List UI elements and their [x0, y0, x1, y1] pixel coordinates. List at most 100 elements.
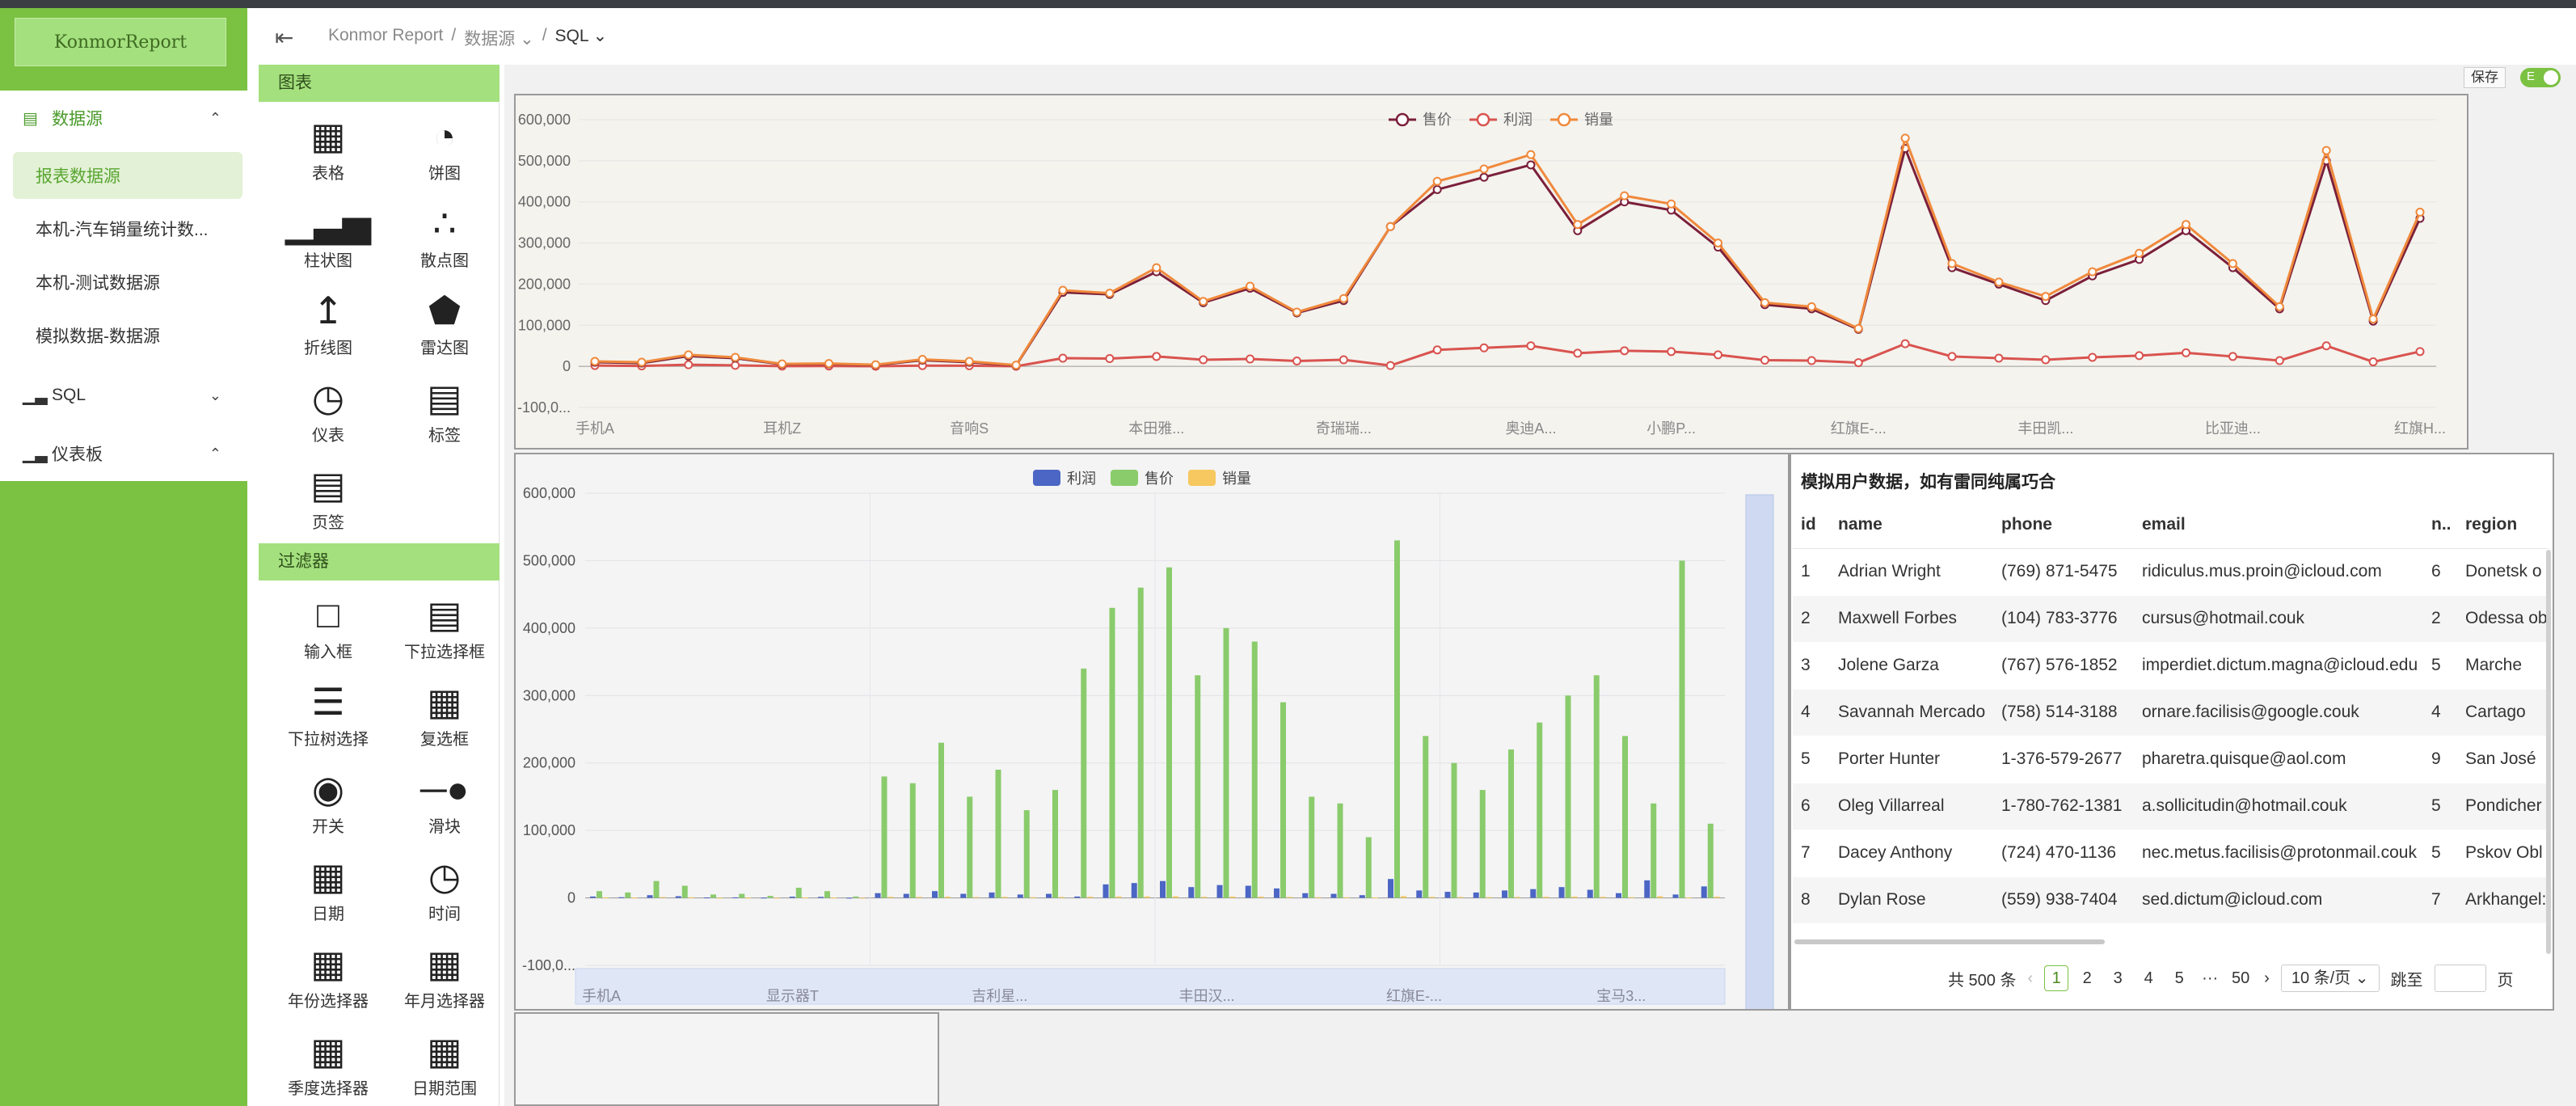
page-button[interactable]: 50: [2232, 969, 2250, 987]
data-point: [2368, 314, 2378, 324]
component-label[interactable]: ▤ 标签: [388, 374, 501, 454]
table-row[interactable]: 2 Maxwell Forbes (104) 783-3776 cursus@hotm…: [1793, 595, 2548, 643]
table-cell: 5: [1793, 736, 1830, 783]
component-table[interactable]: ▦ 表格: [272, 112, 385, 192]
bar: [1251, 641, 1258, 898]
bar-chart-widget[interactable]: 600,000 500,000 400,000 300,000 200,000 100,0…: [514, 453, 1790, 1016]
component-year-picker[interactable]: ▦ 年份选择器: [272, 939, 385, 1020]
bar: [618, 897, 625, 898]
component-time[interactable]: ◷ 时间: [388, 852, 501, 933]
bar: [710, 894, 716, 898]
component-date[interactable]: ▦ 日期: [272, 852, 385, 933]
sidebar-item-datasource[interactable]: ▤ 数据源 ⌃: [0, 94, 247, 142]
sidebar-subitem-test-datasource[interactable]: 本机-测试数据源: [0, 258, 247, 306]
component-input[interactable]: □ 输入框: [272, 590, 385, 671]
bar: [1629, 897, 1634, 898]
bar: [1679, 560, 1685, 898]
component-line[interactable]: ↥ 折线图: [272, 286, 385, 367]
bar: [989, 892, 995, 898]
table-cell: 9: [2423, 736, 2457, 783]
next-page-icon[interactable]: ›: [2264, 969, 2270, 987]
bar: [1651, 803, 1657, 898]
component-month-picker[interactable]: ▦ 年月选择器: [388, 939, 501, 1020]
component-scatter[interactable]: ∴ 散点图: [388, 199, 501, 280]
breadcrumb-item[interactable]: Konmor Report: [328, 26, 444, 44]
breadcrumb-separator: /: [542, 26, 547, 44]
component-date-range[interactable]: ▦ 日期范围: [388, 1027, 501, 1106]
table-cell: cursus@hotmail.couk: [2134, 595, 2423, 643]
table-row[interactable]: 1 Adrian Wright (769) 871-5475 ridiculus.mu…: [1793, 548, 2548, 596]
data-point: [2275, 356, 2284, 365]
x-tick-label: 宝马3...: [1596, 988, 1646, 1004]
save-button[interactable]: 保存: [2464, 67, 2506, 88]
page-button[interactable]: 5: [2174, 969, 2184, 987]
table-cell: (559) 938-7404: [1993, 876, 2134, 924]
edit-toggle[interactable]: E: [2520, 68, 2561, 87]
page-button[interactable]: 4: [2144, 969, 2153, 987]
table-row[interactable]: 3 Jolene Garza (767) 576-1852 imperdiet.dic…: [1793, 642, 2548, 690]
component-checkbox[interactable]: ▦ 复选框: [388, 678, 501, 758]
line-chart-widget[interactable]: 600,000 500,000 400,000 300,000 200,000 100,0…: [514, 94, 2468, 450]
jump-label: 跳至: [2390, 971, 2423, 990]
bar: [704, 897, 710, 899]
component-quarter-picker[interactable]: ▦ 季度选择器: [272, 1027, 385, 1106]
table-row[interactable]: 8 Dylan Rose (559) 938-7404 sed.dictum@iclo…: [1793, 876, 2548, 924]
page-button[interactable]: ···: [2202, 969, 2219, 987]
table-header-cell[interactable]: id: [1793, 501, 1830, 549]
table-header-cell[interactable]: name: [1830, 501, 1993, 549]
table-row[interactable]: 6 Oleg Villarreal 1-780-762-1381 a.sollicit…: [1793, 783, 2548, 830]
table-header-cell[interactable]: region: [2457, 501, 2548, 549]
y-tick-label: 100,000: [523, 822, 575, 838]
vertical-scrollbar[interactable]: [2546, 550, 2551, 954]
breadcrumb-item-current[interactable]: SQL ⌄: [554, 27, 608, 45]
jump-page-input[interactable]: [2434, 965, 2486, 992]
bar-chart-icon: ▁▃: [23, 445, 48, 463]
breadcrumb-item[interactable]: 数据源 ⌄: [464, 30, 534, 49]
legend-marker: [1395, 112, 1410, 127]
page-button[interactable]: 1: [2044, 965, 2069, 991]
table-header-cell[interactable]: phone: [1993, 501, 2134, 549]
component-radar[interactable]: ⬟ 雷达图: [388, 286, 501, 367]
table-row[interactable]: 5 Porter Hunter 1-376-579-2677 pharetra.qui…: [1793, 736, 2548, 783]
sidebar-item-dashboard[interactable]: ▁▃ 仪表板 ⌃: [0, 429, 247, 478]
bar: [1365, 837, 1372, 898]
component-slider[interactable]: ─● 滑块: [388, 765, 501, 846]
input-box-icon: □: [317, 593, 339, 635]
prev-page-icon[interactable]: ‹: [2027, 969, 2034, 987]
empty-widget[interactable]: [514, 1012, 939, 1106]
palette-section-charts: 图表: [259, 65, 500, 102]
bar: [1046, 893, 1052, 898]
menu-toggle-icon[interactable]: ⇤: [275, 25, 294, 50]
table-row[interactable]: 7 Dacey Anthony (724) 470-1136 nec.metus.fa…: [1793, 830, 2548, 877]
legend-swatch: [1188, 470, 1216, 486]
data-point: [1339, 355, 1348, 365]
sidebar-item-sql[interactable]: ▁▃ SQL ⌄: [0, 371, 247, 420]
component-gauge[interactable]: ◷ 仪表: [272, 374, 385, 454]
table-row[interactable]: 4 Savannah Mercado (758) 514-3188 ornare.fa…: [1793, 689, 2548, 737]
sidebar-subitem-report-datasource[interactable]: 报表数据源: [0, 151, 247, 200]
data-point: [2182, 348, 2191, 357]
component-pie[interactable]: ◔ 饼图: [388, 112, 501, 192]
app-logo[interactable]: KonmorReport: [15, 18, 226, 66]
table-header-cell[interactable]: email: [2134, 501, 2423, 549]
sidebar-subitem-car-sales[interactable]: 本机-汽车销量统计数...: [0, 205, 247, 253]
horizontal-scrollbar[interactable]: [1794, 939, 2105, 944]
table-header-cell[interactable]: n..: [2423, 501, 2457, 549]
breadcrumb: Konmor Report / 数据源 ⌄ / SQL ⌄: [328, 26, 607, 50]
component-switch[interactable]: ◉ 开关: [272, 765, 385, 846]
component-tabs[interactable]: ▤ 页签: [272, 461, 385, 542]
page-button[interactable]: 3: [2113, 969, 2123, 987]
component-tree-select[interactable]: ☰ 下拉树选择: [272, 678, 385, 758]
table-cell: Maxwell Forbes: [1830, 595, 1993, 643]
data-point: [2088, 352, 2097, 362]
component-select[interactable]: ▤ 下拉选择框: [388, 590, 501, 671]
page-size-select[interactable]: 10 条/页 ⌄: [2280, 965, 2380, 992]
page-button[interactable]: 2: [2082, 969, 2092, 987]
x-tick-label: 丰田汉...: [1179, 988, 1235, 1004]
x-tick-label: 红旗E-...: [1386, 988, 1442, 1004]
data-point: [2275, 302, 2284, 311]
legend-label: 销量: [1584, 112, 1613, 128]
component-bar[interactable]: ▁▃▅ 柱状图: [272, 199, 385, 280]
sidebar-subitem-mock-datasource[interactable]: 模拟数据-数据源: [0, 311, 247, 360]
bar: [1216, 884, 1223, 898]
